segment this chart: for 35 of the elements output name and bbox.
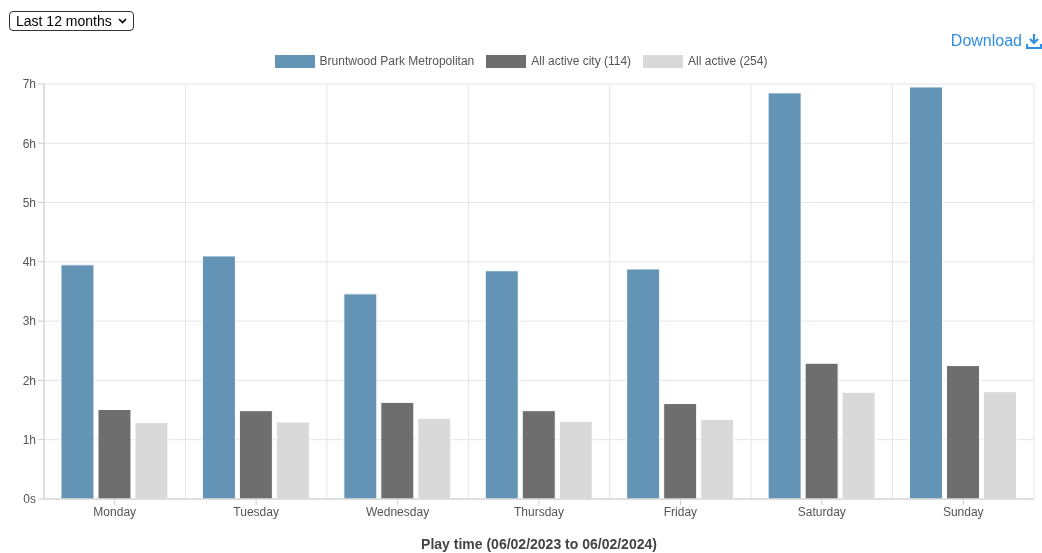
x-tick-label: Thursday: [513, 504, 565, 519]
y-tick-label: 7h: [22, 77, 36, 92]
x-tick-label: Tuesday: [233, 504, 279, 519]
bar: [946, 365, 981, 499]
bar: [201, 255, 236, 499]
bar: [663, 403, 698, 499]
y-tick-label: 1h: [22, 432, 36, 447]
bar: [767, 92, 802, 499]
bar: [521, 410, 556, 499]
x-axis-title: Play time (06/02/2023 to 06/02/2024): [421, 536, 657, 552]
y-tick-label: 3h: [22, 314, 36, 329]
bar: [97, 408, 132, 499]
x-tick-label: Saturday: [797, 504, 846, 519]
y-tick-label: 5h: [22, 195, 36, 210]
bar: [238, 410, 273, 499]
legend-label: All active city (114): [531, 54, 632, 68]
legend-label: All active (254): [688, 54, 768, 68]
y-tick-label: 2h: [22, 373, 36, 388]
bar: [60, 264, 95, 499]
legend-label: Bruntwood Park Metropolitan: [319, 54, 475, 68]
x-tick-label: Sunday: [942, 504, 984, 519]
text: Download: [950, 32, 1022, 50]
y-tick-label: 0s: [23, 492, 36, 507]
x-tick-label: Friday: [663, 504, 698, 519]
y-tick-label: 4h: [22, 255, 36, 270]
x-tick-label: Wednesday: [365, 504, 430, 519]
dropdown: Last 12 months: [9, 11, 134, 31]
y-tick-label: 6h: [22, 136, 36, 151]
bar: [909, 86, 944, 499]
bar: [380, 401, 415, 499]
x-tick-label: Monday: [93, 504, 137, 519]
bar: [804, 362, 839, 499]
bar: [343, 293, 378, 499]
bar: [484, 270, 519, 499]
bar: [626, 268, 661, 499]
